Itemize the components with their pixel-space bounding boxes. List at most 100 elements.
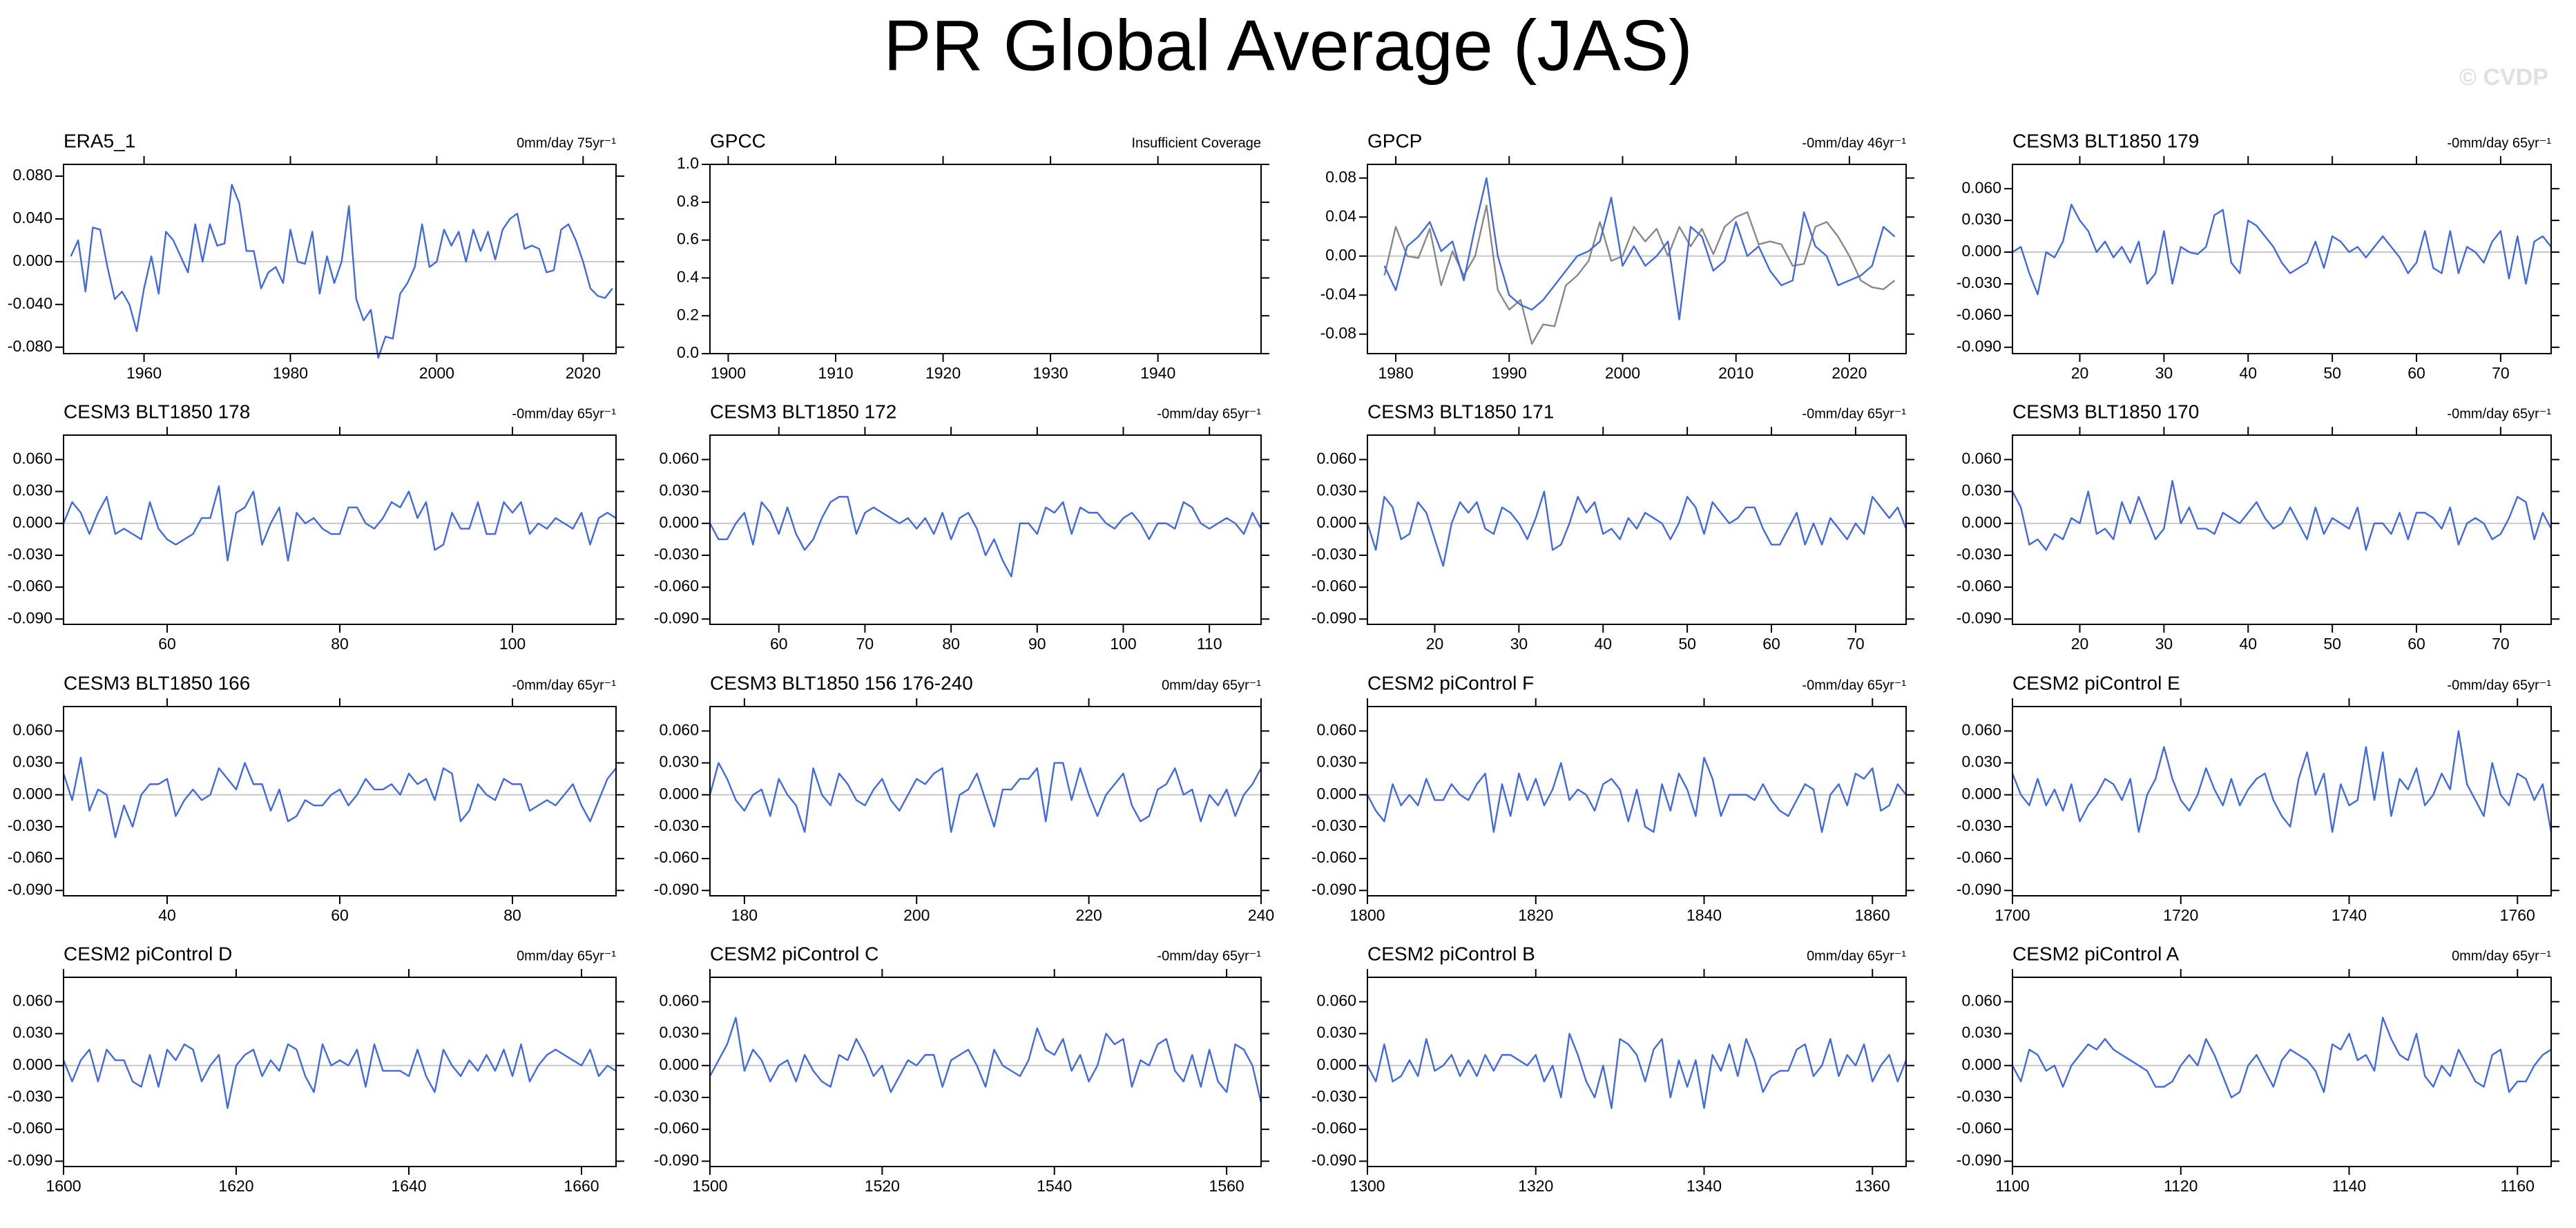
panel-subtitle: -0mm/day 65yr⁻¹ [512,406,616,421]
y-tick-label: -0.060 [1311,848,1356,866]
plot-frame [63,706,617,896]
plot-frame [2012,977,2552,1167]
panel-title: CESM3 BLT1850 166 [64,672,250,693]
y-tick-label: -0.030 [654,545,699,563]
x-tick-label: 100 [499,635,526,653]
x-tick-label: 200 [903,906,930,924]
y-tick-label: 0.030 [1961,210,2001,228]
y-tick-label: 0.030 [659,481,699,499]
x-tick-label: 90 [1028,635,1046,653]
panel-title: CESM3 BLT1850 178 [64,401,250,422]
y-tick-label: 0.030 [1316,481,1356,499]
y-tick-label: 0.030 [1961,753,2001,771]
panel-subtitle: -0mm/day 65yr⁻¹ [1157,948,1261,963]
y-tick-label: 0.000 [1961,785,2001,803]
panel: CESM3 BLT1850 172 -0mm/day 65yr⁻¹ -0.090 -0… [654,401,1269,653]
y-tick-label: 0.060 [659,720,699,738]
y-tick-label: 0.060 [1961,178,2001,196]
y-tick-label: -0.080 [8,337,52,355]
x-tick-label: 60 [1762,635,1780,653]
y-tick-label: 0.000 [659,513,699,531]
panel-subtitle: -0mm/day 65yr⁻¹ [512,678,616,693]
x-tick-label: 1340 [1686,1177,1722,1195]
x-tick-label: 1560 [1209,1177,1244,1195]
y-tick-label: 0.080 [12,166,52,184]
y-tick-label: -0.060 [1311,1119,1356,1137]
y-tick-label: -0.090 [654,880,699,898]
y-tick-label: -0.090 [8,608,52,626]
plot-frame [2012,164,2552,354]
y-tick-label: 0.060 [1961,991,2001,1009]
plot-frame [63,977,617,1167]
plot-frame [709,164,1262,354]
y-tick-label: -0.030 [1957,274,2001,291]
x-tick-label: 1120 [2164,1177,2198,1195]
series-line [709,496,1262,577]
x-tick-label: 60 [158,635,176,653]
panel-subtitle: 0mm/day 65yr⁻¹ [1162,678,1261,693]
panel: CESM3 BLT1850 179 -0mm/day 65yr⁻¹ -0.090 -0… [1957,130,2559,382]
panel: CESM2 piControl C -0mm/day 65yr⁻¹ -0.090 -0… [654,943,1269,1195]
x-tick-label: 1980 [273,364,308,382]
y-tick-label: -0.090 [654,1151,699,1169]
x-tick-label: 30 [2155,364,2173,382]
panel-title: CESM3 BLT1850 156 176-240 [710,672,973,693]
y-tick-label: 0.000 [1316,1055,1356,1073]
x-tick-label: 1940 [1140,364,1175,382]
y-tick-label: 0.000 [12,251,52,269]
y-tick-label: -0.04 [1320,285,1357,303]
y-tick-label: -0.060 [8,1119,52,1137]
x-tick-label: 60 [770,635,788,653]
y-tick-label: -0.030 [1957,816,2001,834]
y-tick-label: -0.030 [654,816,699,834]
x-tick-label: 1990 [1492,364,1527,382]
x-tick-label: 1500 [692,1177,727,1195]
panel: ERA5_1 0mm/day 75yr⁻¹ -0.080 -0.040 0.000 0.0… [8,130,624,382]
y-tick-label: 0.030 [1316,1024,1356,1042]
series-line [62,485,617,562]
x-tick-label: 110 [1197,635,1222,653]
x-tick-label: 1600 [46,1177,81,1195]
y-tick-label: 0.000 [12,513,52,531]
panel-subtitle: -0mm/day 65yr⁻¹ [1157,406,1261,421]
panel-subtitle: -0mm/day 65yr⁻¹ [2447,135,2551,151]
panel: CESM3 BLT1850 156 176-240 0mm/day 65yr⁻¹ -… [654,672,1274,924]
y-tick-label: 0.04 [1325,207,1356,224]
y-tick-label: -0.090 [8,1151,52,1169]
y-tick-label: 0.060 [1316,991,1356,1009]
panel: GPCP -0mm/day 46yr⁻¹ -0.08 -0.04 0.00 0.04 0.0… [1320,130,1914,382]
x-tick-label: 2010 [1718,364,1753,382]
figure-title: PR Global Average (JAS) [883,6,1693,86]
y-tick-label: 0.08 [1325,168,1356,186]
x-tick-label: 1520 [865,1177,900,1195]
series-line [709,1017,1262,1103]
x-tick-label: 1320 [1518,1177,1553,1195]
panel-title: CESM2 piControl E [2012,672,2180,693]
y-tick-label: 0.060 [1961,720,2001,738]
plot-frame [709,977,1262,1167]
y-tick-label: -0.030 [654,1087,699,1105]
x-tick-label: 1640 [391,1177,426,1195]
panel-title: CESM2 piControl A [2012,943,2180,964]
x-tick-label: 40 [2239,635,2257,653]
plot-frame [1367,706,1907,896]
plot-frame [63,164,617,354]
x-tick-label: 70 [2492,364,2510,382]
panel-subtitle: 0mm/day 75yr⁻¹ [517,135,616,151]
x-tick-label: 70 [2492,635,2510,653]
x-tick-label: 2020 [566,364,601,382]
x-tick-label: 1920 [925,364,961,382]
series-line [1366,490,1907,567]
series-line [62,1043,617,1109]
watermark: © CVDP [2459,64,2548,90]
y-tick-label: 0.6 [677,230,699,248]
x-tick-label: 1900 [711,364,746,382]
y-tick-label: 0.030 [659,1024,699,1042]
y-tick-label: 0.060 [12,720,52,738]
x-tick-label: 1360 [1855,1177,1890,1195]
y-tick-label: -0.060 [8,577,52,595]
y-tick-label: 0.000 [1961,1055,2001,1073]
panel: CESM3 BLT1850 171 -0mm/day 65yr⁻¹ -0.090 -0… [1311,401,1914,653]
x-tick-label: 50 [2323,635,2341,653]
